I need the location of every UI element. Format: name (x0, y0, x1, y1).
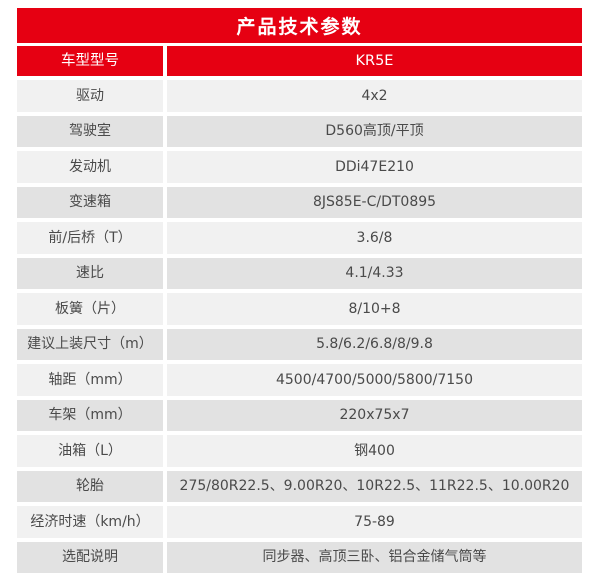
row-value: D560高顶/平顶 (167, 115, 582, 147)
table-row: 变速箱 8JS85E-C/DT0895 (17, 186, 582, 218)
row-label: 板簧（片） (17, 293, 163, 325)
model-row: 车型型号 KR5E (17, 46, 582, 76)
row-label: 油箱（L） (17, 435, 163, 467)
row-value: 5.8/6.2/6.8/8/9.8 (167, 328, 582, 360)
table-row: 轮胎 275/80R22.5、9.00R20、10R22.5、11R22.5、1… (17, 470, 582, 502)
spec-table: 产品技术参数 车型型号 KR5E 驱动 4x2 驾驶室 D560高顶/平顶 发动… (17, 8, 582, 573)
row-label: 前/后桥（T） (17, 222, 163, 254)
table-row: 前/后桥（T） 3.6/8 (17, 222, 582, 254)
table-row: 速比 4.1/4.33 (17, 257, 582, 289)
table-row: 轴距（mm） 4500/4700/5000/5800/7150 (17, 364, 582, 396)
row-label: 车架（mm） (17, 399, 163, 431)
row-value: 4.1/4.33 (167, 257, 582, 289)
model-row-label: 车型型号 (17, 46, 163, 76)
row-value: 275/80R22.5、9.00R20、10R22.5、11R22.5、10.0… (167, 470, 582, 502)
row-label: 轮胎 (17, 470, 163, 502)
row-label: 选配说明 (17, 541, 163, 573)
row-value: DDi47E210 (167, 151, 582, 183)
row-label: 驱动 (17, 80, 163, 112)
table-title: 产品技术参数 (17, 8, 582, 43)
row-label: 变速箱 (17, 186, 163, 218)
table-row: 建议上装尺寸（m） 5.8/6.2/6.8/8/9.8 (17, 328, 582, 360)
row-label: 速比 (17, 257, 163, 289)
row-label: 建议上装尺寸（m） (17, 328, 163, 360)
row-label: 轴距（mm） (17, 364, 163, 396)
table-row: 板簧（片） 8/10+8 (17, 293, 582, 325)
row-value: 220x75x7 (167, 399, 582, 431)
row-value: 4500/4700/5000/5800/7150 (167, 364, 582, 396)
table-row: 选配说明 同步器、高顶三卧、铝合金储气筒等 (17, 541, 582, 573)
table-row: 油箱（L） 钢400 (17, 435, 582, 467)
row-label: 发动机 (17, 151, 163, 183)
row-value: 3.6/8 (167, 222, 582, 254)
table-row: 车架（mm） 220x75x7 (17, 399, 582, 431)
row-value: 75-89 (167, 506, 582, 538)
row-value: 8/10+8 (167, 293, 582, 325)
spec-rows: 驱动 4x2 驾驶室 D560高顶/平顶 发动机 DDi47E210 变速箱 8… (17, 80, 582, 573)
table-row: 驾驶室 D560高顶/平顶 (17, 115, 582, 147)
table-row: 驱动 4x2 (17, 80, 582, 112)
row-value: 8JS85E-C/DT0895 (167, 186, 582, 218)
row-value: 4x2 (167, 80, 582, 112)
row-value: 同步器、高顶三卧、铝合金储气筒等 (167, 541, 582, 573)
table-row: 经济时速（km/h） 75-89 (17, 506, 582, 538)
row-label: 经济时速（km/h） (17, 506, 163, 538)
table-row: 发动机 DDi47E210 (17, 151, 582, 183)
row-label: 驾驶室 (17, 115, 163, 147)
model-row-value: KR5E (167, 46, 582, 76)
row-value: 钢400 (167, 435, 582, 467)
